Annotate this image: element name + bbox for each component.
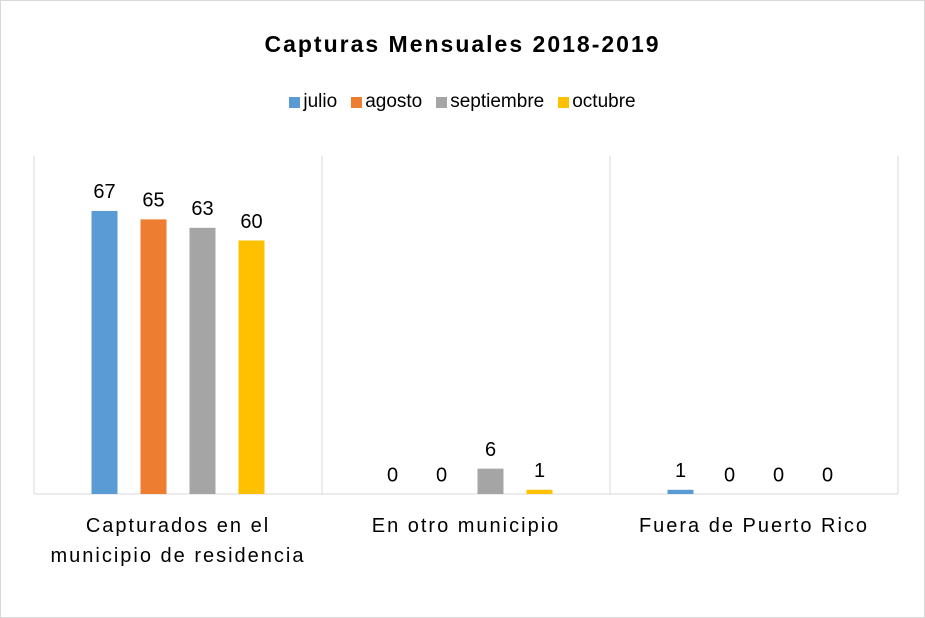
bar [526, 489, 553, 494]
legend-swatch [436, 96, 448, 108]
data-label: 0 [387, 464, 398, 486]
bar [91, 210, 118, 495]
bar [140, 219, 167, 494]
legend-item: agosto [351, 91, 422, 113]
legend-label: julio [303, 91, 338, 112]
legend-label: septiembre [450, 91, 545, 112]
data-label: 0 [436, 464, 447, 486]
legend-swatch [558, 96, 570, 108]
x-tick-label: En otro municipio [371, 515, 561, 537]
data-label: 63 [191, 198, 213, 220]
legend-label: agosto [365, 91, 423, 112]
legend: julio agosto septiembre octubre [1, 91, 924, 113]
legend-label: octubre [572, 91, 636, 112]
data-label: 67 [93, 181, 115, 203]
data-label: 1 [534, 460, 545, 482]
data-label: 0 [773, 464, 784, 486]
data-label: 0 [822, 464, 833, 486]
bar [189, 227, 216, 494]
x-tick-label: Capturados en el municipio de residencia [50, 515, 306, 567]
legend-item: julio [289, 91, 337, 113]
chart-title: Capturas Mensuales 2018-2019 [264, 31, 661, 57]
legend-item: octubre [558, 91, 636, 113]
bar [477, 468, 504, 494]
data-label: 65 [142, 190, 164, 212]
legend-swatch [351, 96, 363, 108]
data-label: 6 [485, 439, 496, 461]
legend-swatch [289, 96, 301, 108]
data-label: 0 [724, 464, 735, 486]
x-tick-label: Fuera de Puerto Rico [638, 515, 870, 537]
bar [238, 240, 265, 494]
data-label: 60 [240, 211, 262, 233]
data-label: 1 [675, 460, 686, 482]
legend-item: septiembre [436, 91, 544, 113]
bar [667, 489, 694, 494]
